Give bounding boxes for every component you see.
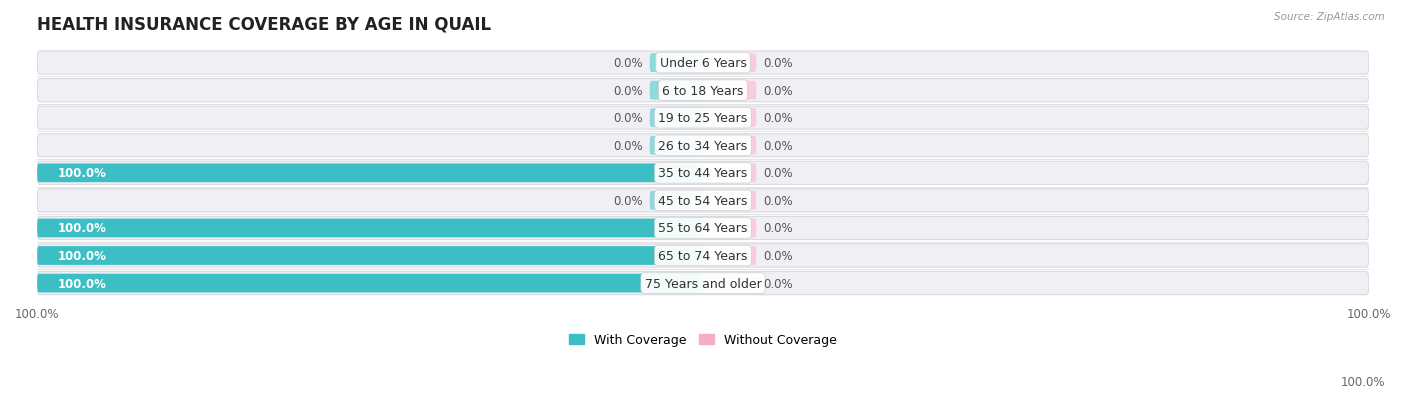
Text: 100.0%: 100.0%	[58, 222, 105, 235]
FancyBboxPatch shape	[37, 107, 1369, 130]
Text: 0.0%: 0.0%	[613, 195, 643, 207]
FancyBboxPatch shape	[37, 52, 1369, 75]
Text: 0.0%: 0.0%	[613, 112, 643, 125]
Text: 0.0%: 0.0%	[763, 195, 793, 207]
Text: HEALTH INSURANCE COVERAGE BY AGE IN QUAIL: HEALTH INSURANCE COVERAGE BY AGE IN QUAI…	[37, 15, 491, 33]
Text: 0.0%: 0.0%	[763, 249, 793, 262]
FancyBboxPatch shape	[37, 274, 703, 293]
FancyBboxPatch shape	[703, 247, 756, 265]
Text: 100.0%: 100.0%	[58, 277, 105, 290]
Text: 0.0%: 0.0%	[613, 84, 643, 97]
FancyBboxPatch shape	[650, 54, 703, 73]
Text: 45 to 54 Years: 45 to 54 Years	[658, 195, 748, 207]
Text: 0.0%: 0.0%	[763, 84, 793, 97]
Text: 0.0%: 0.0%	[763, 222, 793, 235]
FancyBboxPatch shape	[37, 189, 1369, 212]
FancyBboxPatch shape	[37, 217, 1369, 240]
FancyBboxPatch shape	[37, 219, 703, 238]
Text: 0.0%: 0.0%	[613, 57, 643, 70]
Text: 35 to 44 Years: 35 to 44 Years	[658, 167, 748, 180]
Text: 100.0%: 100.0%	[1340, 375, 1385, 388]
FancyBboxPatch shape	[703, 164, 756, 183]
FancyBboxPatch shape	[650, 192, 703, 210]
Text: 26 to 34 Years: 26 to 34 Years	[658, 140, 748, 152]
FancyBboxPatch shape	[37, 134, 1369, 157]
Text: 0.0%: 0.0%	[763, 57, 793, 70]
FancyBboxPatch shape	[37, 164, 703, 183]
FancyBboxPatch shape	[703, 219, 756, 238]
FancyBboxPatch shape	[650, 109, 703, 128]
FancyBboxPatch shape	[650, 137, 703, 155]
Text: Under 6 Years: Under 6 Years	[659, 57, 747, 70]
FancyBboxPatch shape	[703, 109, 756, 128]
Legend: With Coverage, Without Coverage: With Coverage, Without Coverage	[564, 328, 842, 351]
Text: Source: ZipAtlas.com: Source: ZipAtlas.com	[1274, 12, 1385, 22]
FancyBboxPatch shape	[650, 82, 703, 100]
Text: 100.0%: 100.0%	[58, 249, 105, 262]
Text: 0.0%: 0.0%	[763, 112, 793, 125]
Text: 6 to 18 Years: 6 to 18 Years	[662, 84, 744, 97]
Text: 0.0%: 0.0%	[763, 140, 793, 152]
Text: 19 to 25 Years: 19 to 25 Years	[658, 112, 748, 125]
Text: 55 to 64 Years: 55 to 64 Years	[658, 222, 748, 235]
FancyBboxPatch shape	[37, 244, 1369, 268]
FancyBboxPatch shape	[703, 54, 756, 73]
FancyBboxPatch shape	[37, 79, 1369, 102]
Text: 0.0%: 0.0%	[763, 277, 793, 290]
FancyBboxPatch shape	[37, 247, 703, 265]
FancyBboxPatch shape	[703, 274, 756, 293]
FancyBboxPatch shape	[703, 82, 756, 100]
FancyBboxPatch shape	[37, 272, 1369, 295]
FancyBboxPatch shape	[703, 137, 756, 155]
FancyBboxPatch shape	[703, 192, 756, 210]
Text: 0.0%: 0.0%	[763, 167, 793, 180]
Text: 65 to 74 Years: 65 to 74 Years	[658, 249, 748, 262]
FancyBboxPatch shape	[37, 162, 1369, 185]
Text: 100.0%: 100.0%	[58, 167, 105, 180]
Text: 0.0%: 0.0%	[613, 140, 643, 152]
Text: 75 Years and older: 75 Years and older	[644, 277, 762, 290]
